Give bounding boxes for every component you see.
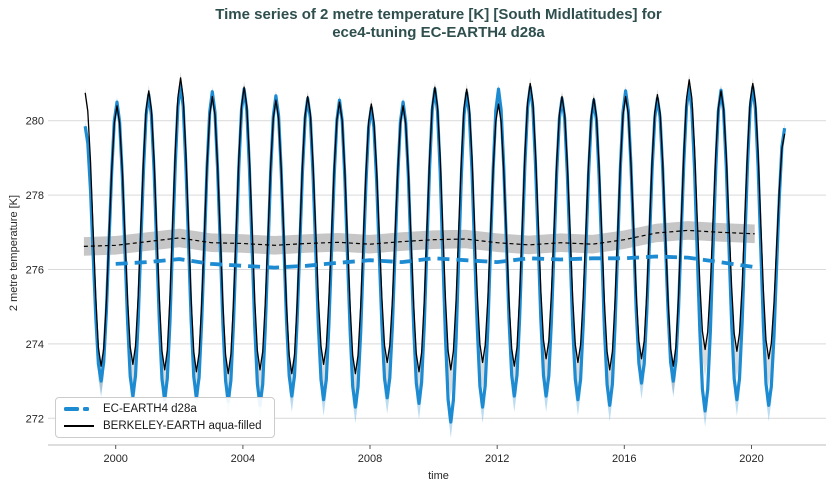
legend-item-ec-earth4: EC-EARTH4 d28a [64, 403, 262, 415]
x-tick-label-2020: 2020 [739, 453, 763, 465]
x-axis: 2000 2004 2008 2012 2016 2020 [48, 444, 826, 465]
legend-solid-line [64, 425, 94, 427]
ec-earth4-mean-line [115, 254, 759, 270]
x-tick-label-2008: 2008 [358, 453, 382, 465]
legend-box: EC-EARTH4 d28a BERKELEY-EARTH aqua-fille… [55, 397, 275, 438]
x-tick-label-2012: 2012 [485, 453, 509, 465]
legend-item-berkeley: BERKELEY-EARTH aqua-filled [64, 420, 262, 432]
x-tick-label-2016: 2016 [612, 453, 636, 465]
legend-label-berkeley: BERKELEY-EARTH aqua-filled [103, 420, 262, 432]
y-tick-label-276: 276 [26, 265, 44, 277]
black-solid-line-sample [64, 425, 94, 427]
legend-dash-long [64, 407, 79, 411]
ec-earth4-mean-dashed [115, 254, 759, 270]
legend-dash-short [83, 407, 89, 411]
y-tick-label-278: 278 [26, 190, 44, 202]
y-tick-label-280: 280 [26, 116, 44, 128]
x-tick-label-2004: 2004 [231, 453, 255, 465]
chart-title-line1: Time series of 2 metre temperature [K] [… [215, 6, 662, 23]
x-axis-title: time [428, 470, 449, 482]
blue-dashed-line-sample [64, 407, 94, 411]
chart-title-line2: ece4-tuning EC-EARTH4 d28a [332, 24, 545, 41]
berkeley-series-line [84, 77, 786, 375]
x-tick-label-2000: 2000 [103, 453, 127, 465]
chart-title: Time series of 2 metre temperature [K] [… [55, 6, 822, 42]
y-tick-labels: 272 274 276 278 280 [26, 116, 44, 426]
y-tick-label-274: 274 [26, 339, 44, 351]
berkeley-line [84, 77, 786, 375]
y-tick-label-272: 272 [26, 413, 44, 425]
legend-label-ec-earth4: EC-EARTH4 d28a [103, 403, 197, 415]
